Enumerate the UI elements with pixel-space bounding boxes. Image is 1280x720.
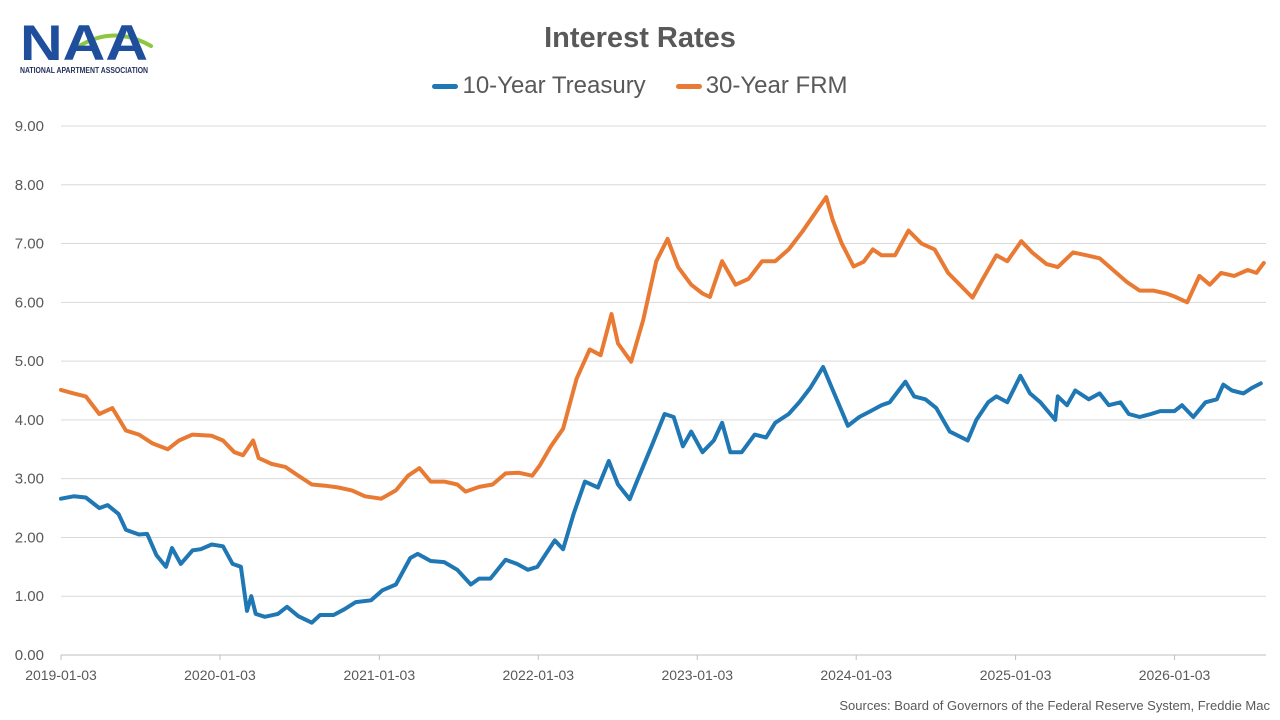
x-tick-label: 2022-01-03	[502, 667, 574, 683]
y-tick-label: 7.00	[15, 236, 44, 253]
y-tick-label: 2.00	[15, 529, 44, 546]
y-tick-label: 4.00	[15, 412, 44, 429]
chart-legend: 10-Year Treasury 30-Year FRM	[0, 72, 1280, 100]
legend-label-treasury: 10-Year Treasury	[462, 72, 646, 99]
naa-logo-graphic: NAA NATIONAL APARTMENT ASSOCIATION	[20, 15, 153, 75]
y-tick-label: 6.00	[15, 294, 44, 311]
logo-caption: NATIONAL APARTMENT ASSOCIATION	[20, 66, 148, 75]
logo-letters: NAA	[20, 15, 148, 71]
legend-swatch-frm	[675, 83, 702, 89]
series-line-30-year-frm	[59, 195, 1266, 501]
y-tick-label: 5.00	[15, 353, 44, 370]
y-tick-label: 9.00	[15, 118, 44, 135]
x-tick-label: 2020-01-03	[184, 667, 256, 683]
y-tick-label: 3.00	[15, 471, 44, 488]
legend-swatch-treasury	[432, 83, 459, 89]
legend-item-frm: 30-Year FRM	[675, 72, 848, 100]
logo-swoosh	[74, 33, 153, 50]
legend-label-frm: 30-Year FRM	[705, 72, 848, 99]
x-tick-label: 2019-01-03	[25, 667, 97, 683]
chart-title: Interest Rates	[544, 22, 736, 54]
x-tick-label: 2025-01-03	[980, 667, 1052, 683]
y-tick-label: 0.00	[15, 647, 44, 664]
legend-item-treasury: 10-Year Treasury	[432, 72, 646, 100]
series-line-10-year-treasury	[59, 365, 1263, 625]
x-tick-label: 2026-01-03	[1139, 667, 1211, 683]
x-tick-label: 2021-01-03	[344, 667, 416, 683]
y-tick-label: 1.00	[15, 588, 44, 605]
y-tick-label: 8.00	[15, 177, 44, 194]
naa-logo: NAA NATIONAL APARTMENT ASSOCIATION	[18, 14, 156, 78]
source-note: Sources: Board of Governors of the Feder…	[839, 698, 1270, 713]
x-tick-label: 2023-01-03	[661, 667, 733, 683]
x-tick-label: 2024-01-03	[820, 667, 892, 683]
